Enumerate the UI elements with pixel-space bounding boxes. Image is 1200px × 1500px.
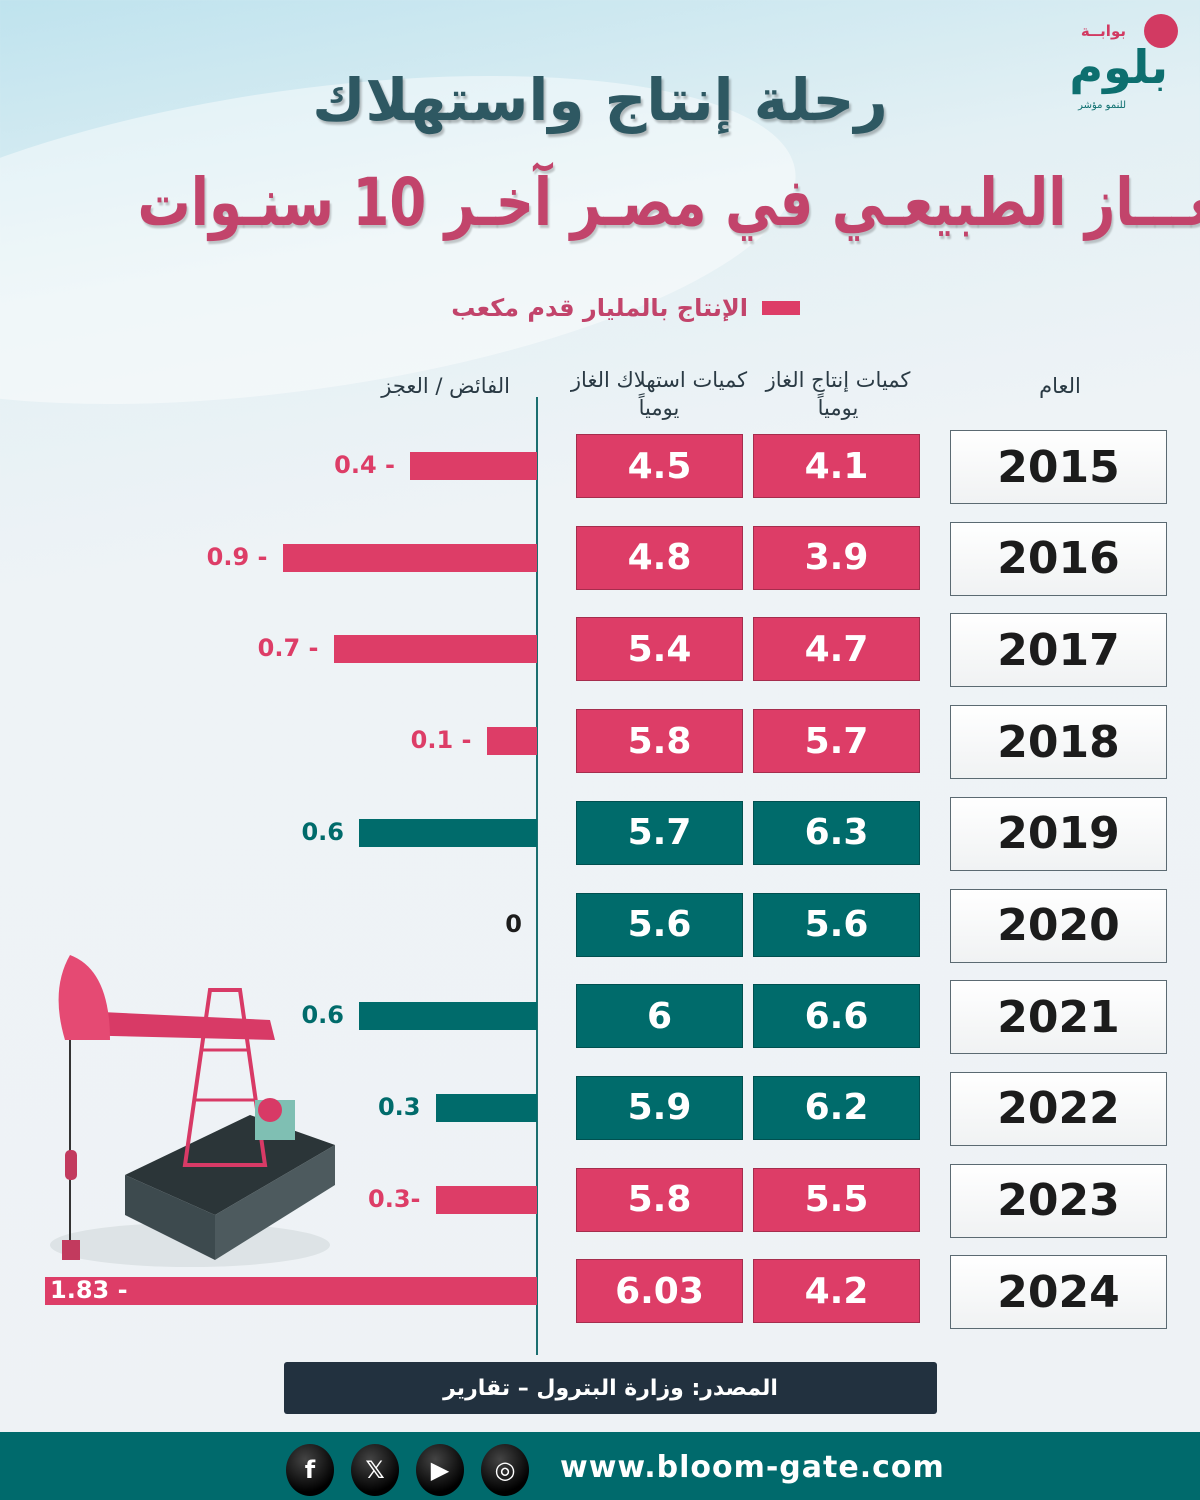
logo-mic-icon xyxy=(1144,14,1178,48)
production-cell: 6.6 xyxy=(753,984,920,1049)
consumption-cell: 4.5 xyxy=(576,434,743,498)
consumption-cell: 5.7 xyxy=(576,800,743,865)
balance-label: 0.7 - xyxy=(257,634,319,663)
balance-bar xyxy=(410,452,537,480)
title-line-2-wrap: الغـــاز الطبيعـي في مصـر آخـر 10 سنـوات xyxy=(0,158,1200,248)
year-cell: 2019 xyxy=(950,796,1167,871)
footer-bar xyxy=(0,1432,1200,1500)
year-cell: 2022 xyxy=(950,1071,1167,1146)
legend: الإنتاج بالمليار قدم مكعب xyxy=(451,294,800,322)
year-cell: 2024 xyxy=(950,1255,1167,1330)
source-note: المصدر: وزارة البترول – تقارير xyxy=(284,1362,937,1414)
production-cell: 5.6 xyxy=(753,892,920,957)
consumption-cell: 5.8 xyxy=(576,1167,743,1232)
production-cell: 4.1 xyxy=(753,434,920,498)
balance-label: 0 xyxy=(505,909,522,938)
balance-label: 0.4 - xyxy=(334,451,395,479)
logo-main-text: بلوم xyxy=(1069,40,1168,94)
header-balance: الفائض / العجز xyxy=(381,374,510,398)
balance-bar xyxy=(359,1002,537,1031)
production-cell: 3.9 xyxy=(753,525,920,590)
header-consumption: كميات استهلاك الغاز يومياً xyxy=(570,368,748,420)
zero-axis-line xyxy=(536,397,538,1355)
logo-top-text: بوابــة xyxy=(1080,22,1126,40)
balance-bar xyxy=(359,818,537,847)
production-cell: 6.3 xyxy=(753,800,920,865)
youtube-icon[interactable]: ▶ xyxy=(416,1444,464,1496)
balance-bar xyxy=(45,1277,537,1306)
balance-bar xyxy=(282,543,537,572)
consumption-cell: 4.8 xyxy=(576,525,743,590)
production-cell: 5.5 xyxy=(753,1167,920,1232)
year-cell: 2021 xyxy=(950,980,1167,1055)
consumption-cell: 5.4 xyxy=(576,617,743,682)
consumption-cell: 6.03 xyxy=(576,1259,743,1324)
year-cell: 2020 xyxy=(950,888,1167,963)
production-cell: 4.2 xyxy=(753,1259,920,1324)
title-line-2: الغـــاز الطبيعـي في مصـر آخـر 10 سنـوات xyxy=(137,164,1200,241)
legend-swatch xyxy=(762,301,800,315)
website-link[interactable]: www.bloom-gate.com xyxy=(560,1450,945,1485)
production-cell: 4.7 xyxy=(753,617,920,682)
balance-label: 0.6 xyxy=(301,817,344,846)
year-cell: 2023 xyxy=(950,1163,1167,1238)
facebook-icon[interactable]: f xyxy=(286,1444,334,1496)
year-cell: 2017 xyxy=(950,613,1167,688)
production-cell: 6.2 xyxy=(753,1075,920,1140)
balance-label: 0.3- xyxy=(368,1184,421,1213)
x-twitter-icon[interactable]: 𝕏 xyxy=(351,1444,399,1496)
production-cell: 5.7 xyxy=(753,709,920,774)
header-year: العام xyxy=(1039,374,1081,398)
balance-label: 0.6 xyxy=(301,1001,344,1030)
bloom-logo: بوابــة بلوم للنمو مؤشر xyxy=(1011,14,1186,114)
consumption-cell: 5.9 xyxy=(576,1075,743,1140)
balance-label: 0.1 - xyxy=(410,726,472,755)
title-line-1: رحلة إنتاج واستهلاك xyxy=(312,66,888,134)
balance-bar xyxy=(486,727,537,756)
consumption-cell: 5.8 xyxy=(576,709,743,774)
balance-label: 1.83 - xyxy=(50,1276,128,1305)
year-cell: 2015 xyxy=(950,430,1167,504)
year-cell: 2018 xyxy=(950,705,1167,780)
legend-label: الإنتاج بالمليار قدم مكعب xyxy=(451,294,748,322)
consumption-cell: 5.6 xyxy=(576,892,743,957)
title-line-1-wrap: رحلة إنتاج واستهلاك xyxy=(0,60,1200,140)
oil-pump-jack-illustration xyxy=(50,955,335,1267)
year-cell: 2016 xyxy=(950,521,1167,596)
instagram-icon[interactable]: ◎ xyxy=(481,1444,529,1496)
balance-bar xyxy=(435,1185,537,1214)
header-production: كميات إنتاج الغاز يومياً xyxy=(765,368,911,420)
balance-label: 0.9 - xyxy=(206,542,268,571)
balance-label: 0.3 xyxy=(377,1092,421,1121)
balance-bar xyxy=(435,1093,537,1122)
balance-bar xyxy=(333,635,537,664)
logo-tagline: للنمو مؤشر xyxy=(1078,100,1126,111)
consumption-cell: 6 xyxy=(576,984,743,1049)
